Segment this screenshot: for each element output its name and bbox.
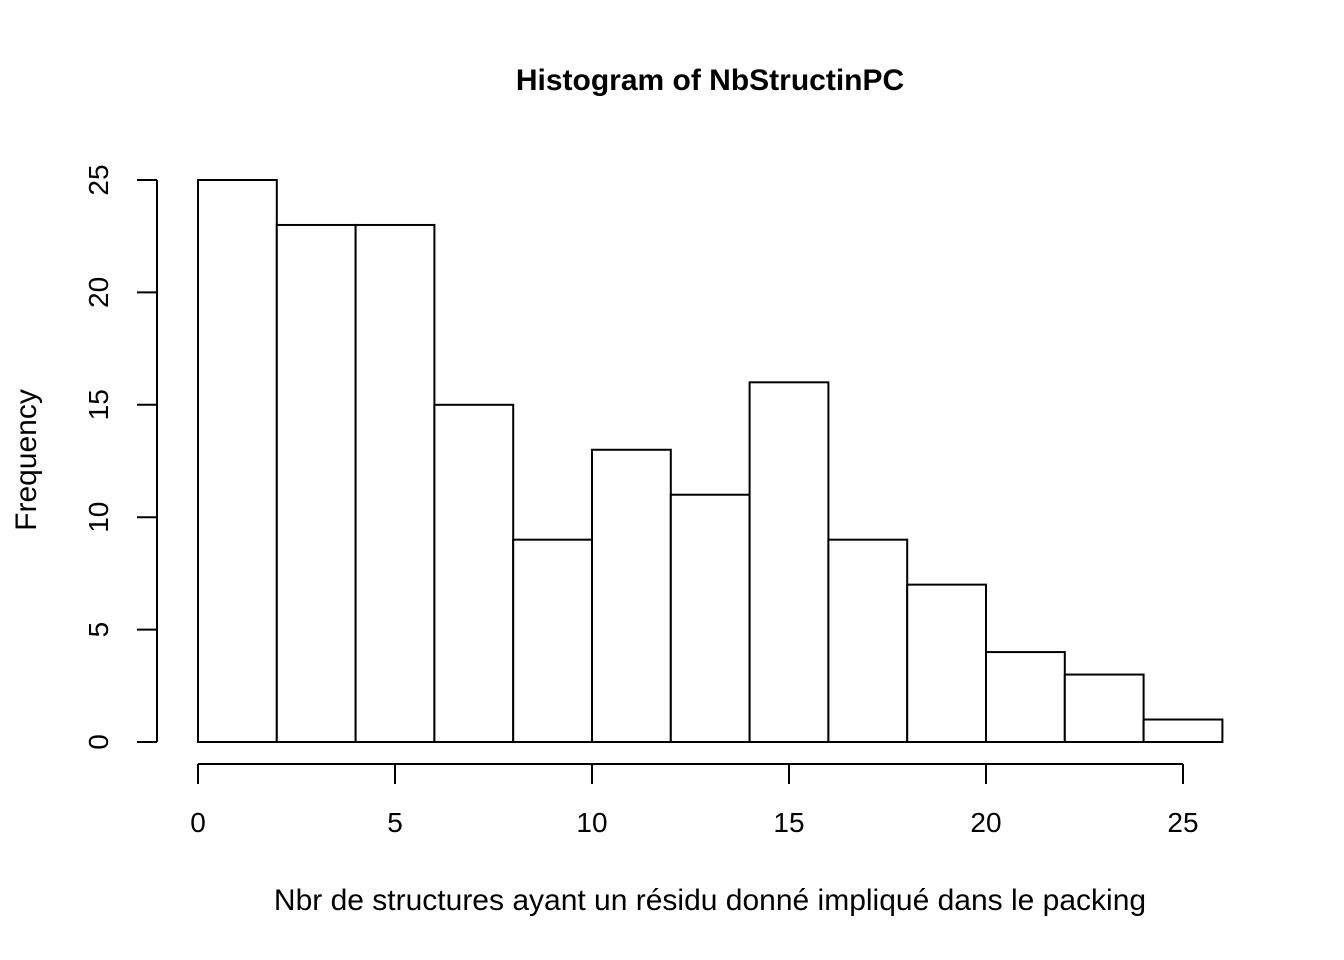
x-tick-label-5: 25 <box>1167 807 1198 838</box>
histogram-bar-0 <box>197 179 278 743</box>
histogram-bar-6 <box>669 493 751 743</box>
x-tick-label-0: 0 <box>190 807 206 838</box>
histogram-bar-10 <box>985 651 1066 744</box>
y-tick-label-3: 15 <box>83 389 114 420</box>
histogram-bar-3 <box>433 403 515 743</box>
histogram-bar-1 <box>275 223 357 743</box>
x-ticks-group: 0 5 10 15 20 25 <box>190 764 1199 838</box>
chart-title: Histogram of NbStructinPC <box>516 64 904 97</box>
y-tick-label-5: 25 <box>83 164 114 195</box>
x-axis-label: Nbr de structures ayant un résidu donné … <box>274 884 1146 917</box>
histogram-bar-11 <box>1063 673 1145 743</box>
y-tick-label-0: 0 <box>83 734 114 750</box>
histogram-bar-7 <box>748 381 830 743</box>
histogram-bar-12 <box>1142 718 1224 744</box>
y-tick-label-4: 20 <box>83 277 114 308</box>
x-tick-label-3: 15 <box>773 807 804 838</box>
x-tick-label-1: 5 <box>387 807 403 838</box>
y-ticks-group: 0 5 10 15 20 25 <box>83 164 157 750</box>
x-tick-label-4: 20 <box>970 807 1001 838</box>
y-tick-label-1: 5 <box>83 622 114 638</box>
y-tick-label-2: 10 <box>83 502 114 533</box>
y-axis-label: Frequency <box>10 389 43 531</box>
histogram-bar-5 <box>591 448 672 743</box>
histogram-bar-8 <box>827 538 909 743</box>
x-tick-label-2: 10 <box>576 807 607 838</box>
histogram-bar-4 <box>512 538 594 743</box>
histogram-bar-2 <box>354 223 436 743</box>
histogram-bar-9 <box>906 583 988 744</box>
bars-group <box>197 179 1224 744</box>
